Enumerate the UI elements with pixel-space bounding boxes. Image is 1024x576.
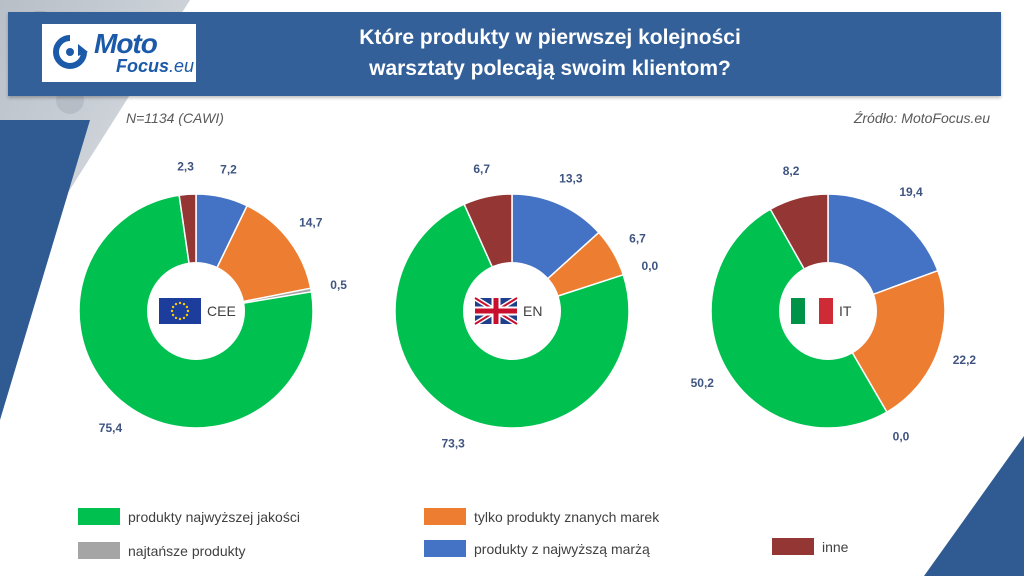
title-line-2: warsztaty polecają swoim klientom?	[369, 57, 731, 80]
legend-swatch	[78, 542, 120, 559]
data-label: 8,2	[783, 164, 800, 178]
data-label: 0,0	[893, 429, 910, 443]
data-label: 0,0	[642, 259, 659, 273]
data-label: 73,3	[441, 437, 465, 451]
legend-swatch	[424, 540, 466, 557]
logo-text-moto: Moto	[94, 28, 158, 59]
legend-label: najtańsze produkty	[128, 542, 246, 559]
data-label: 22,2	[953, 353, 977, 367]
region-label: EN	[523, 303, 542, 319]
legend-label: inne	[822, 538, 849, 555]
region-label: CEE	[207, 303, 236, 319]
data-label: 7,2	[220, 163, 237, 177]
legend-item-cheapest: najtańsze produkty	[78, 542, 246, 559]
legend-label: tylko produkty znanych marek	[474, 508, 660, 525]
data-label: 2,3	[177, 159, 194, 173]
data-label: 0,5	[330, 278, 347, 292]
logo-refresh-icon	[53, 35, 88, 69]
logo-text-focus: Focus.eu	[116, 56, 195, 76]
page-title: Które produkty w pierwszej kolejności wa…	[250, 22, 850, 84]
legend-swatch	[78, 508, 120, 525]
data-label: 6,7	[473, 162, 490, 176]
legend-item-margin: produkty z najwyższą marżą	[424, 540, 650, 557]
eu-flag	[159, 298, 201, 324]
donut-chart-cee: 7,2 14,7 0,5 75,4 2,3 CEE	[78, 159, 347, 435]
region-label: IT	[839, 303, 852, 319]
data-label: 75,4	[99, 421, 123, 435]
legend-swatch	[772, 538, 814, 555]
data-label: 6,7	[629, 231, 646, 245]
data-label: 13,3	[559, 171, 583, 185]
legend-label: produkty najwyższej jakości	[128, 508, 300, 525]
legend-item-brands: tylko produkty znanych marek	[424, 508, 659, 525]
donut-chart-it: 19,4 22,2 0,0 50,2 8,2 IT	[691, 164, 977, 443]
source-note: Źródło: MotoFocus.eu	[853, 110, 990, 126]
data-label: 50,2	[691, 376, 715, 390]
motofocus-logo: Moto Focus.eu	[42, 24, 196, 82]
legend-item-quality: produkty najwyższej jakości	[78, 508, 300, 525]
background-decoration-right	[924, 436, 1024, 576]
data-label: 14,7	[299, 215, 323, 229]
legend-item-other: inne	[772, 538, 848, 555]
uk-flag	[473, 295, 519, 327]
italy-flag	[791, 298, 833, 324]
legend-swatch	[424, 508, 466, 525]
legend-label: produkty z najwyższą marżą	[474, 540, 650, 557]
sample-size: N=1134 (CAWI)	[126, 110, 224, 126]
title-line-1: Które produkty w pierwszej kolejności	[359, 26, 741, 49]
data-label: 19,4	[899, 185, 923, 199]
donut-chart-en: 13,3 6,7 0,0 73,3 6,7 EN	[394, 162, 659, 451]
